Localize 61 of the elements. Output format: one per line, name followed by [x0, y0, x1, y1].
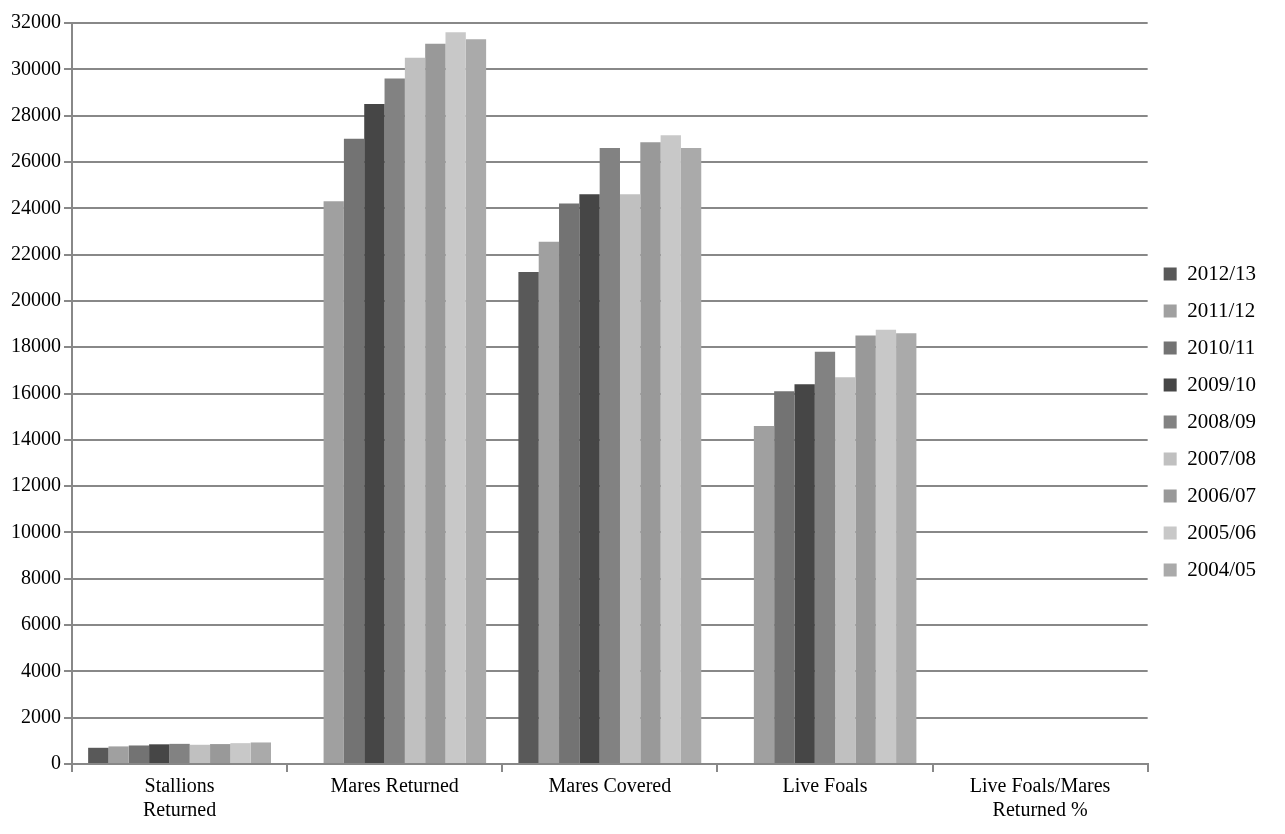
legend-label: 2009/10	[1187, 371, 1257, 396]
legend-label: 2011/12	[1187, 297, 1256, 322]
x-tick-label: Stallions Returned	[142, 774, 217, 821]
x-tick-label: Live Foals	[782, 774, 868, 797]
bar	[660, 135, 681, 763]
bar	[855, 335, 876, 763]
bar	[108, 746, 129, 763]
bar	[128, 745, 150, 763]
bar	[640, 142, 661, 763]
legend-label: 2012/13	[1187, 260, 1257, 285]
bar	[875, 329, 897, 763]
legend-label: 2004/05	[1187, 556, 1257, 581]
bar	[425, 43, 446, 763]
y-tick-label: 20000	[11, 288, 61, 311]
y-tick-label: 10000	[11, 519, 61, 542]
y-tick-label: 24000	[11, 195, 61, 218]
bar	[88, 747, 109, 763]
bar	[619, 194, 641, 763]
bar	[343, 138, 365, 763]
bar	[364, 104, 385, 763]
bar	[210, 744, 231, 763]
bar	[753, 425, 775, 763]
legend-label: 2005/06	[1187, 519, 1257, 544]
bar	[559, 203, 580, 763]
bar	[518, 271, 539, 763]
y-tick-label: 30000	[11, 56, 61, 79]
y-tick-label: 32000	[11, 10, 61, 33]
x-tick-label: Mares Returned	[330, 774, 459, 797]
legend-label: 2007/08	[1187, 445, 1257, 470]
x-tick-label: Mares Covered	[548, 774, 672, 797]
bar	[230, 743, 251, 763]
bar	[680, 148, 702, 763]
y-tick-label: 18000	[11, 334, 61, 357]
bar	[404, 57, 426, 763]
x-tick-label: Live Foals/Mares Returned %	[969, 774, 1111, 821]
bar	[250, 742, 271, 763]
y-tick-label: 4000	[21, 658, 61, 681]
y-tick-label: 22000	[11, 241, 61, 264]
legend-label: 2010/11	[1187, 334, 1256, 359]
bar	[149, 744, 170, 763]
bar	[774, 391, 795, 763]
y-tick-label: 0	[51, 751, 61, 774]
bar	[445, 32, 466, 763]
bar	[835, 377, 856, 763]
y-tick-label: 16000	[11, 380, 61, 403]
y-tick-label: 6000	[21, 612, 61, 635]
legend-label: 2006/07	[1187, 482, 1257, 507]
bar	[538, 241, 560, 763]
bar	[579, 194, 600, 763]
bar	[323, 201, 344, 763]
bar	[896, 333, 917, 763]
y-tick-label: 12000	[11, 473, 61, 496]
y-tick-label: 14000	[11, 427, 61, 450]
bar	[189, 744, 211, 763]
bar	[794, 384, 815, 763]
bar	[465, 39, 487, 763]
y-tick-label: 2000	[21, 704, 61, 727]
y-tick-label: 8000	[21, 566, 61, 588]
y-tick-label: 28000	[11, 102, 61, 125]
legend-label: 2008/09	[1187, 408, 1257, 433]
y-tick-label: 26000	[11, 149, 61, 172]
